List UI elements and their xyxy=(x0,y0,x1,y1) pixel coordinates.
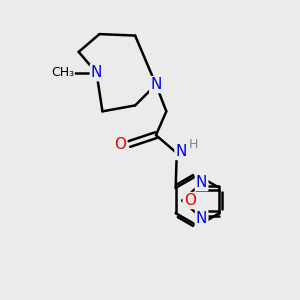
Text: N: N xyxy=(91,65,102,80)
Text: N: N xyxy=(196,211,207,226)
Text: CH₃: CH₃ xyxy=(51,66,74,79)
Text: N: N xyxy=(176,144,187,159)
Text: N: N xyxy=(196,175,207,190)
Text: O: O xyxy=(114,136,126,152)
Text: H: H xyxy=(189,138,198,151)
Text: N: N xyxy=(150,77,162,92)
Text: O: O xyxy=(184,193,196,208)
